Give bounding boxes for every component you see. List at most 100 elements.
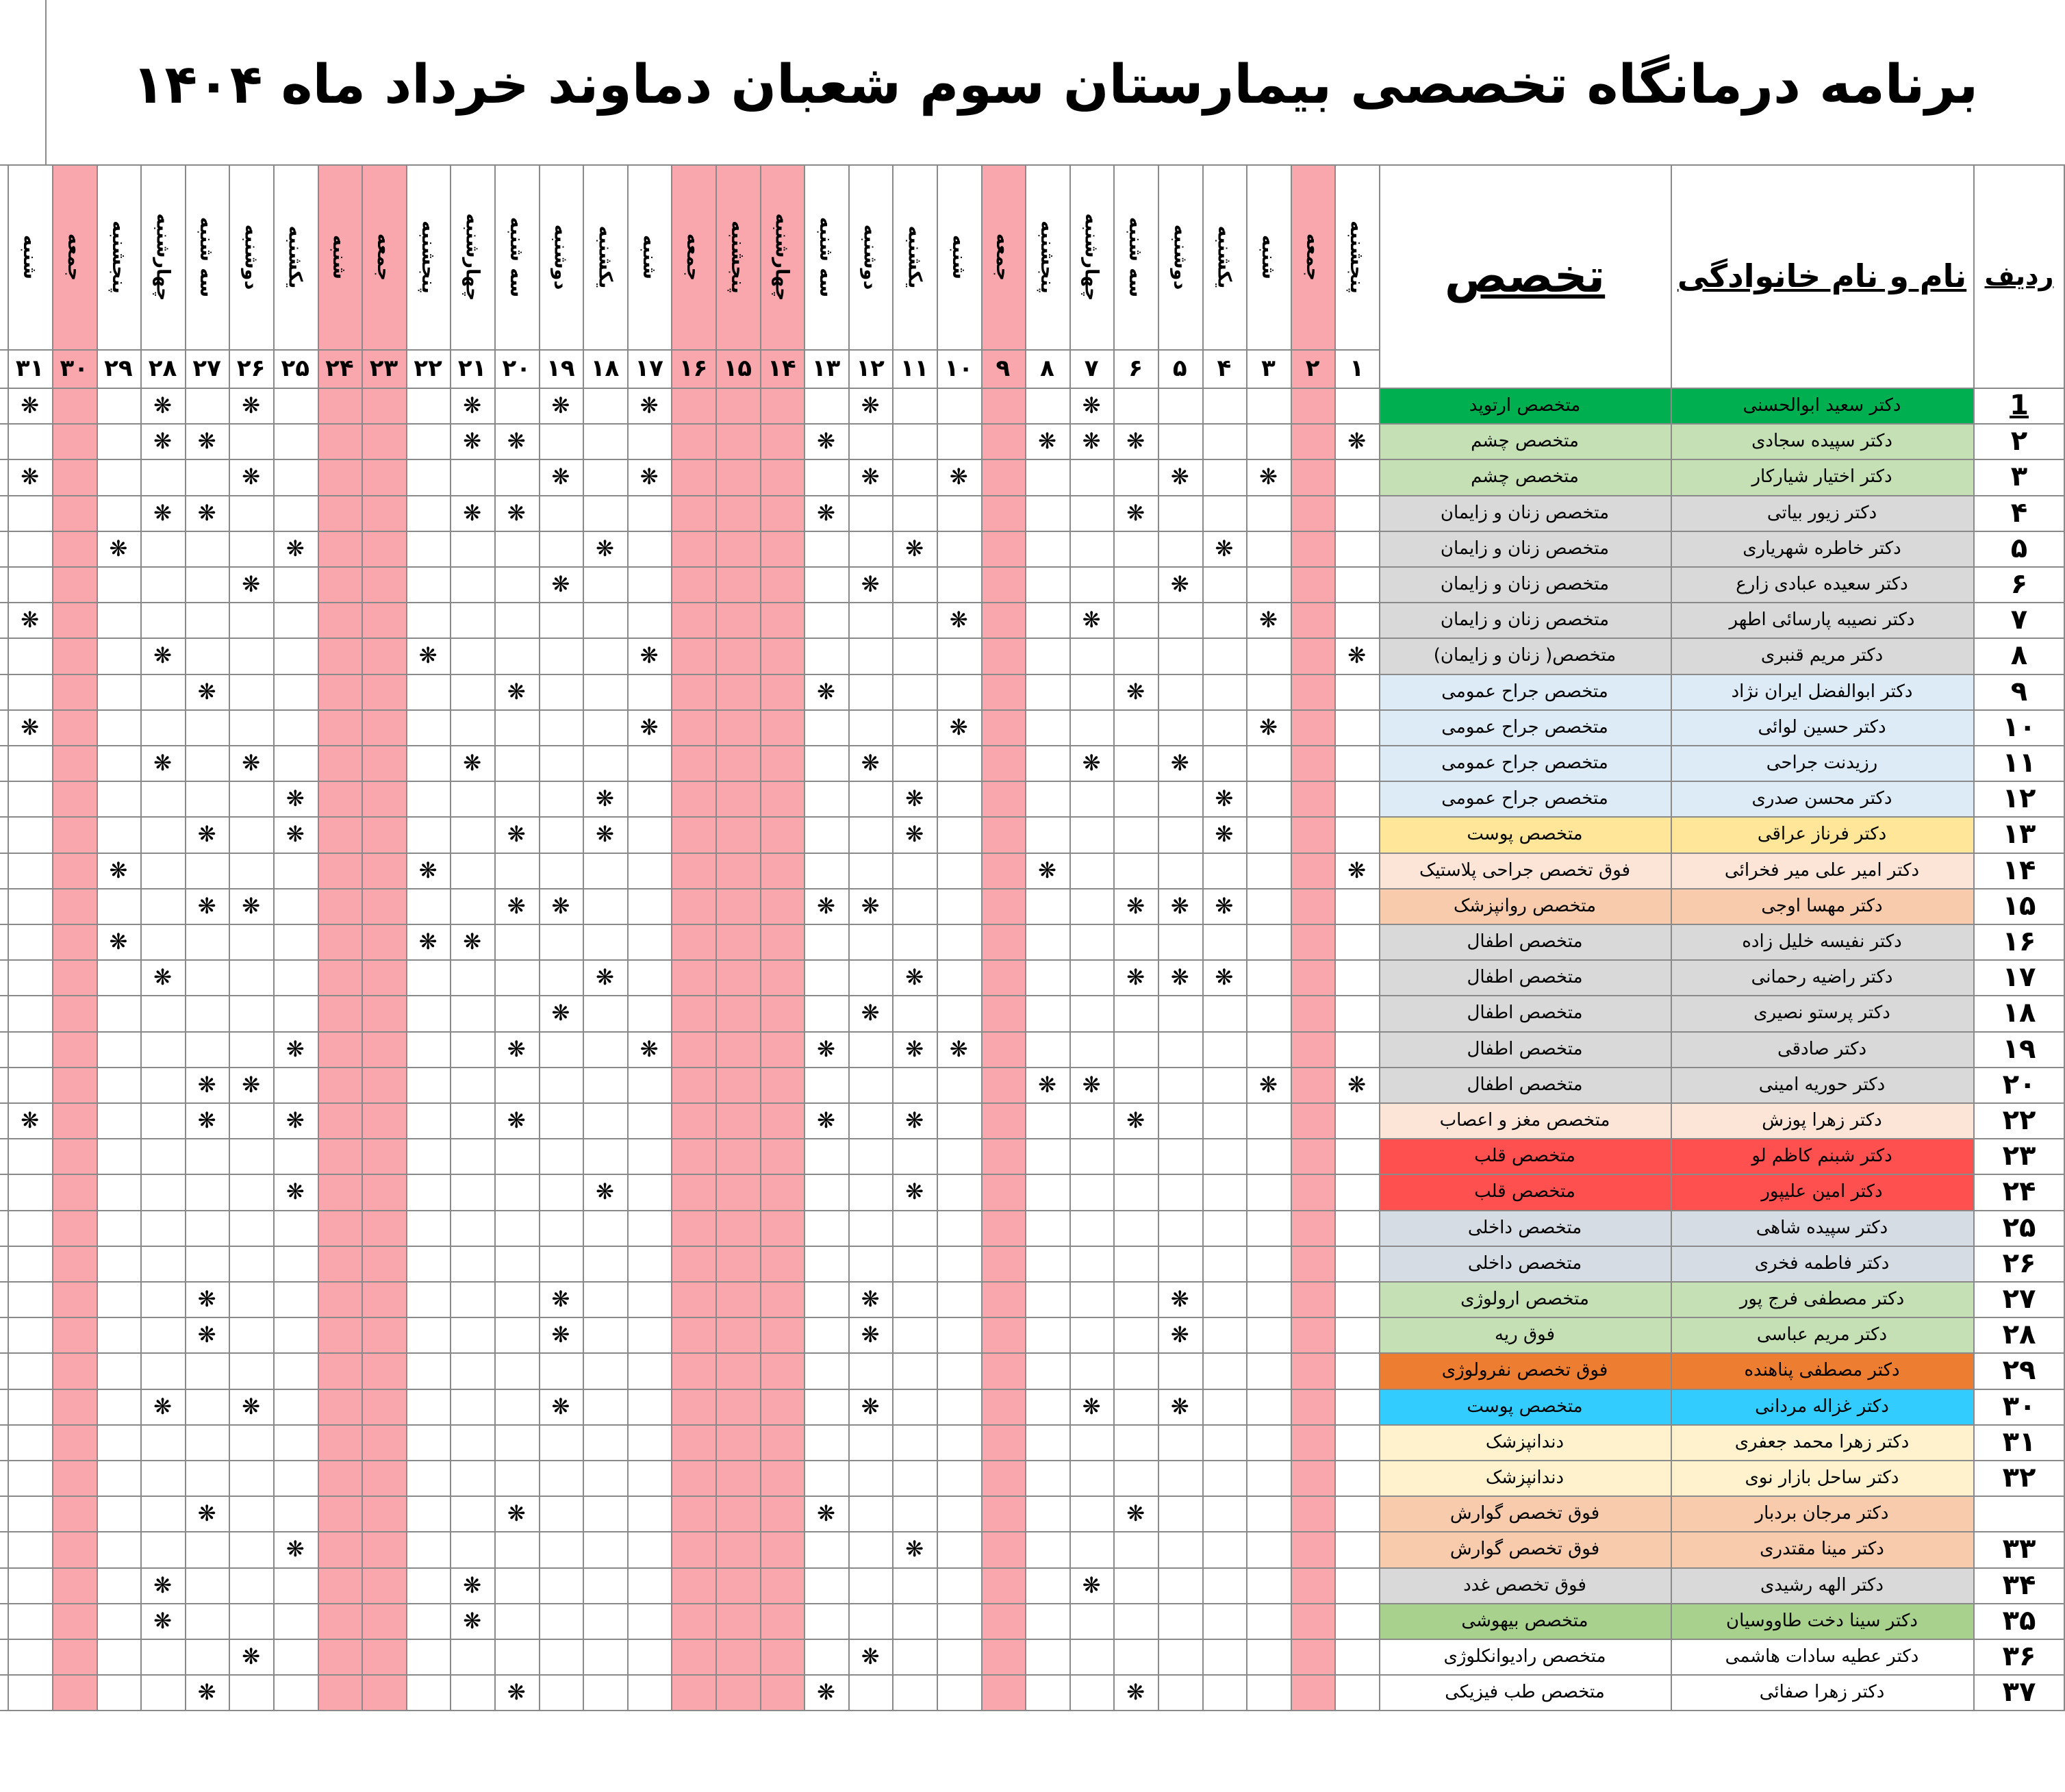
grid-line: [0, 602, 2065, 604]
clinic-day-mark: ❋: [197, 1286, 216, 1313]
day-number: ۵: [1172, 355, 1187, 382]
clinic-day-mark: ❋: [507, 1500, 526, 1527]
grid-line: [1334, 164, 1336, 1711]
day-number: ۲: [1305, 355, 1320, 382]
day-number: ۲۲: [414, 355, 442, 382]
specialty-cell: متخصص جراح عمومی: [1441, 753, 1608, 774]
grid-line: [0, 1424, 2065, 1426]
clinic-day-mark: ❋: [861, 464, 880, 490]
day-name-header: چهارشنبه: [140, 164, 185, 349]
clinic-day-mark: ❋: [463, 1572, 482, 1598]
page-title: برنامه درمانگاه تخصصی بیمارستان سوم شعبا…: [131, 54, 1979, 116]
grid-line: [0, 1138, 2065, 1140]
specialty-cell: متخصص طب فیزیکی: [1445, 1682, 1605, 1703]
day-name-header: پنجشنبه: [406, 164, 451, 349]
grid-line: [0, 1174, 2065, 1176]
specialty-cell: متخصص زنان و زایمان: [1440, 609, 1610, 631]
doctor-name-cell: دکتر الهه رشیدی: [1760, 1574, 1884, 1595]
clinic-day-mark: ❋: [817, 892, 835, 919]
day-number: ۲۴: [325, 355, 354, 382]
row-bg: [1379, 781, 1973, 817]
grid-line: [96, 164, 98, 1711]
clinic-day-mark: ❋: [639, 464, 659, 490]
clinic-day-mark: ❋: [463, 1607, 482, 1634]
grid-line: [1202, 164, 1204, 1711]
row-number: ۳: [2010, 461, 2028, 493]
clinic-day-mark: ❋: [1126, 964, 1145, 991]
clinic-day-mark: ❋: [242, 571, 261, 598]
day-name: جمعه: [992, 233, 1014, 281]
doctor-name-cell: دکتر شبنم کاظم لو: [1751, 1146, 1892, 1167]
clinic-day-mark: ❋: [286, 1178, 305, 1205]
name-header: نام و نام خانوادگی: [1677, 257, 1967, 294]
specialty-cell: متخصص قلب: [1474, 1146, 1575, 1167]
clinic-day-mark: ❋: [1170, 750, 1189, 777]
clinic-day-mark: ❋: [1126, 1107, 1145, 1134]
doctor-name-cell: دکتر سعیده عبادی زارع: [1736, 574, 1908, 595]
doctor-name-cell: دکتر سعید ابوالحسنی: [1743, 395, 1901, 416]
clinic-day-mark: ❋: [21, 1107, 40, 1134]
row-number: ۱۰: [2002, 711, 2036, 743]
grid-line: [583, 164, 585, 1711]
doctor-name-cell: دکتر صادقی: [1777, 1038, 1867, 1059]
clinic-day-mark: ❋: [905, 964, 924, 991]
row-number: ۳۱: [2002, 1426, 2036, 1458]
clinic-day-mark: ❋: [949, 607, 968, 633]
specialty-cell: متخصص( زنان و زایمان): [1433, 645, 1617, 666]
row-bg: [1379, 1352, 1973, 1389]
row-number: ۲۰: [2002, 1068, 2036, 1100]
row-bg: [1379, 959, 1973, 996]
grid-line: [0, 423, 2065, 425]
grid-line: [0, 349, 1379, 351]
grid-line: [0, 1496, 2065, 1498]
clinic-day-mark: ❋: [905, 1536, 924, 1563]
day-name: شنبه: [19, 234, 41, 279]
doctor-name-cell: دکتر سپیده شاهی: [1756, 1217, 1888, 1238]
doctor-name-cell: دکتر مرجان بردبار: [1755, 1503, 1889, 1524]
day-name: شنبه: [1257, 234, 1279, 279]
clinic-day-mark: ❋: [242, 750, 261, 777]
row-bg: [1379, 709, 1973, 745]
day-name-header: پنجشنبه: [715, 164, 760, 349]
clinic-day-mark: ❋: [507, 821, 526, 848]
row-bg: [1379, 638, 1973, 674]
day-name-header: دوشنبه: [229, 164, 273, 349]
clinic-day-mark: ❋: [507, 892, 526, 919]
day-name: شنبه: [948, 234, 970, 279]
holiday-column: [980, 164, 1026, 1711]
clinic-day-mark: ❋: [861, 1286, 880, 1313]
grid-line: [0, 1352, 2065, 1354]
clinic-day-mark: ❋: [507, 1679, 526, 1706]
clinic-day-mark: ❋: [596, 535, 614, 561]
clinic-day-mark: ❋: [1170, 964, 1189, 991]
specialty-header: تخصص: [1444, 249, 1606, 303]
clinic-day-mark: ❋: [949, 1035, 968, 1062]
clinic-day-mark: ❋: [1347, 1071, 1367, 1098]
grid-line: [1973, 164, 1975, 1711]
doctor-name-cell: دکتر خاطره شهریاری: [1743, 538, 1901, 559]
day-number: ۲۳: [369, 355, 398, 382]
specialty-cell: متخصص چشم: [1471, 431, 1579, 452]
specialty-cell: متخصص قلب: [1474, 1181, 1575, 1202]
clinic-day-mark: ❋: [197, 1679, 216, 1706]
clinic-day-mark: ❋: [905, 1035, 924, 1062]
clinic-day-mark: ❋: [1259, 714, 1278, 740]
clinic-day-mark: ❋: [1082, 428, 1101, 455]
day-name-header: یکشنبه: [892, 164, 937, 349]
day-number: ۲۱: [457, 355, 487, 382]
clinic-day-mark: ❋: [507, 428, 526, 455]
grid-line: [0, 1281, 2065, 1283]
clinic-day-mark: ❋: [639, 1035, 659, 1062]
clinic-day-mark: ❋: [197, 892, 216, 919]
grid-line: [538, 164, 540, 1711]
day-name: چهارشنبه: [771, 213, 793, 301]
grid-line: [0, 1602, 2065, 1604]
doctor-name-cell: دکتر ساحل بازار نوی: [1745, 1467, 1899, 1489]
clinic-day-mark: ❋: [153, 1393, 172, 1419]
day-name-header: چهارشنبه: [1069, 164, 1114, 349]
day-name-header: شنبه: [8, 164, 52, 349]
row-bg: [1379, 1531, 1973, 1567]
row-bg: [1379, 1460, 1973, 1496]
clinic-day-mark: ❋: [197, 499, 216, 526]
